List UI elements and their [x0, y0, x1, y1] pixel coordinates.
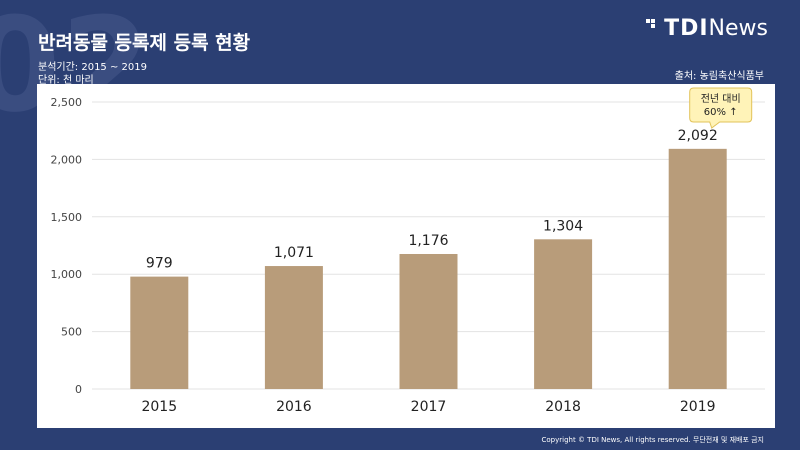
data-label: 1,176: [408, 233, 448, 249]
y-tick-label: 500: [61, 326, 82, 339]
annotation-line-1: 전년 대비: [701, 93, 741, 105]
x-tick-label: 2017: [411, 399, 447, 415]
data-label: 2,092: [678, 128, 718, 144]
data-label: 979: [146, 256, 173, 272]
bar: [399, 253, 458, 389]
logo-text-light: News: [708, 16, 768, 41]
data-label: 1,304: [543, 218, 583, 234]
y-tick-label: 2,500: [51, 96, 83, 109]
bar: [264, 266, 323, 389]
bar: [534, 239, 593, 389]
analysis-period: 분석기간: 2015 ~ 2019: [38, 62, 147, 73]
copyright-notice: Copyright © TDI News, All rights reserve…: [541, 436, 764, 444]
bar: [668, 148, 727, 389]
logo-text-bold: TDI: [664, 16, 709, 41]
data-label: 1,071: [274, 245, 314, 261]
chart-panel: 0 500 1,000 1,500 2,000 2,500 979 2015 1,071 2016…: [37, 84, 775, 428]
y-tick-label: 2,000: [51, 153, 83, 166]
page-title: 반려동물 등록제 등록 현황: [38, 32, 251, 54]
y-tick-label: 0: [75, 383, 82, 396]
x-tick-label: 2016: [276, 399, 312, 415]
tdi-news-logo: TDINews: [646, 18, 768, 40]
x-tick-label: 2018: [545, 399, 581, 415]
unit-label: 단위: 천 마리: [38, 75, 94, 86]
y-tick-label: 1,000: [51, 268, 83, 281]
bar-chart: 0 500 1,000 1,500 2,000 2,500 979 2015 1,071 2016…: [51, 87, 765, 415]
annotation-callout: [689, 87, 753, 129]
annotation-line-2: 60% ↑: [704, 107, 738, 118]
logo-mark-icon: [646, 19, 660, 39]
y-tick-label: 1,500: [51, 211, 83, 224]
x-tick-label: 2015: [141, 399, 177, 415]
bar: [130, 276, 189, 389]
x-tick-label: 2019: [680, 399, 716, 415]
source-label: 출처: 농림축산식품부: [674, 71, 764, 82]
